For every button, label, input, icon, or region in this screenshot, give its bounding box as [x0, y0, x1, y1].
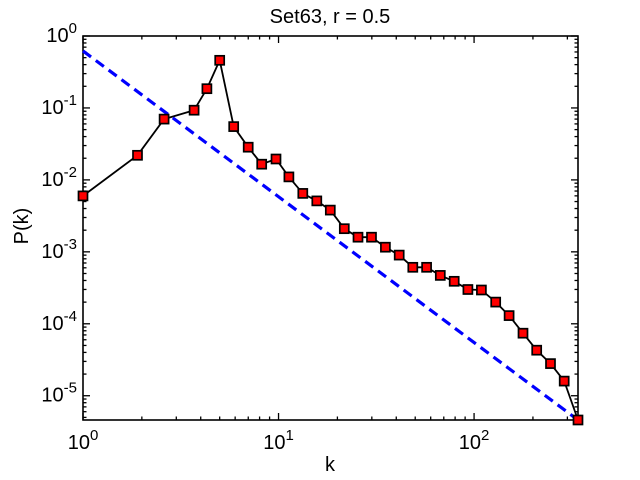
data-point-marker: [490, 296, 502, 308]
data-point-marker: [572, 414, 584, 426]
data-point-marker: [517, 327, 529, 339]
axes-box: [82, 35, 579, 421]
data-point-marker: [366, 231, 377, 243]
plot-title: Set63, r = 0.5: [270, 6, 391, 28]
data-point-marker: [270, 153, 282, 165]
data-point-marker: [338, 223, 350, 235]
data-point-marker: [297, 188, 309, 199]
data-point-marker: [132, 149, 143, 161]
data-point-marker: [462, 284, 474, 295]
data-point-marker: [503, 310, 515, 321]
data-point-marker: [242, 141, 254, 153]
y-axis-label: P(k): [11, 208, 33, 245]
data-point-marker: [421, 261, 432, 273]
data-point-marker: [283, 171, 295, 183]
x-axis-label: k: [325, 454, 336, 476]
data-point-marker: [476, 284, 487, 296]
y-tick-label: 10-3: [41, 236, 77, 263]
chart-layer: 100 101 102 100 10-1 10-2 10-3 10-4 10-5: [41, 20, 584, 454]
y-tick-label: 10-5: [41, 380, 77, 407]
x-tick-label: 102: [459, 427, 490, 454]
data-point-marker: [214, 54, 226, 66]
data-point-marker: [188, 104, 200, 116]
data-point-marker: [77, 190, 89, 202]
y-tick-label: 10-2: [41, 164, 77, 191]
y-tick-label: 10-1: [41, 92, 77, 119]
data-point-marker: [324, 204, 336, 216]
data-point-marker: [256, 158, 268, 170]
data-point-marker: [158, 113, 170, 125]
data-point-marker: [311, 195, 323, 207]
y-tick-label: 10-4: [41, 308, 77, 335]
x-tick-label: 100: [68, 427, 99, 454]
reference-dashed-line: [82, 49, 579, 422]
data-point-marker: [545, 358, 556, 369]
data-point-marker: [531, 344, 543, 356]
data-point-marker: [448, 275, 460, 287]
data-point-marker: [407, 261, 419, 273]
data-point-marker: [352, 231, 364, 243]
data-point-marker: [558, 375, 570, 387]
y-tick-label: 100: [46, 20, 77, 47]
data-point-marker: [393, 249, 405, 261]
x-tick-label: 101: [263, 427, 294, 454]
data-point-marker: [228, 121, 240, 132]
data-point-marker: [380, 241, 391, 253]
data-point-marker: [434, 270, 446, 281]
data-point-marker: [201, 83, 213, 95]
